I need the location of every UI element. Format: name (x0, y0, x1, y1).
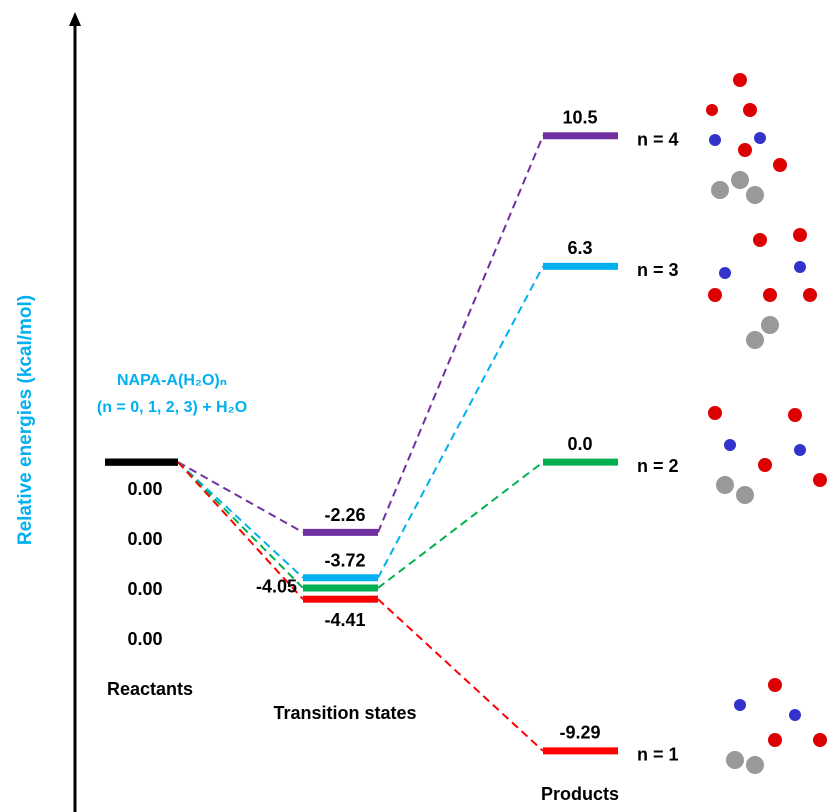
y-axis-arrow (69, 12, 81, 26)
series-name: n = 2 (637, 456, 679, 476)
series-name: n = 4 (637, 130, 679, 150)
annotation: NAPA-A(H₂O)ₙ (117, 372, 227, 389)
value-label: -9.29 (559, 723, 600, 743)
energy-level (303, 596, 378, 603)
value-label: 0.00 (127, 579, 162, 599)
molecules (706, 73, 827, 774)
category-label: Reactants (107, 679, 193, 699)
energy-level (303, 574, 378, 581)
series-name: n = 3 (637, 260, 679, 280)
connector (178, 136, 543, 533)
energy-level (543, 747, 618, 754)
energy-level (303, 584, 378, 591)
chart: Relative energies (kcal/mol) NAPA-A(H₂O)… (0, 0, 834, 812)
series-name: n = 1 (637, 745, 679, 765)
energy-level (543, 132, 618, 139)
category-label: Transition states (273, 703, 416, 723)
value-label: 0.00 (127, 629, 162, 649)
value-label: -2.26 (324, 505, 365, 525)
annotation: (n = 0, 1, 2, 3) + H₂O (97, 399, 247, 416)
category-label: Products (541, 784, 619, 804)
energy-level (303, 529, 378, 536)
value-label: 10.5 (562, 108, 597, 128)
value-label: -3.72 (324, 550, 365, 570)
value-label: 6.3 (567, 238, 592, 258)
value-label: 0.00 (127, 479, 162, 499)
value-label: -4.41 (324, 610, 365, 630)
energy-level (105, 459, 178, 466)
value-label: -4.05 (256, 577, 297, 597)
energy-level (543, 459, 618, 466)
energy-level (543, 263, 618, 270)
value-label: 0.00 (127, 529, 162, 549)
value-label: 0.0 (567, 434, 592, 454)
y-axis-label: Relative energies (kcal/mol) (15, 295, 36, 545)
